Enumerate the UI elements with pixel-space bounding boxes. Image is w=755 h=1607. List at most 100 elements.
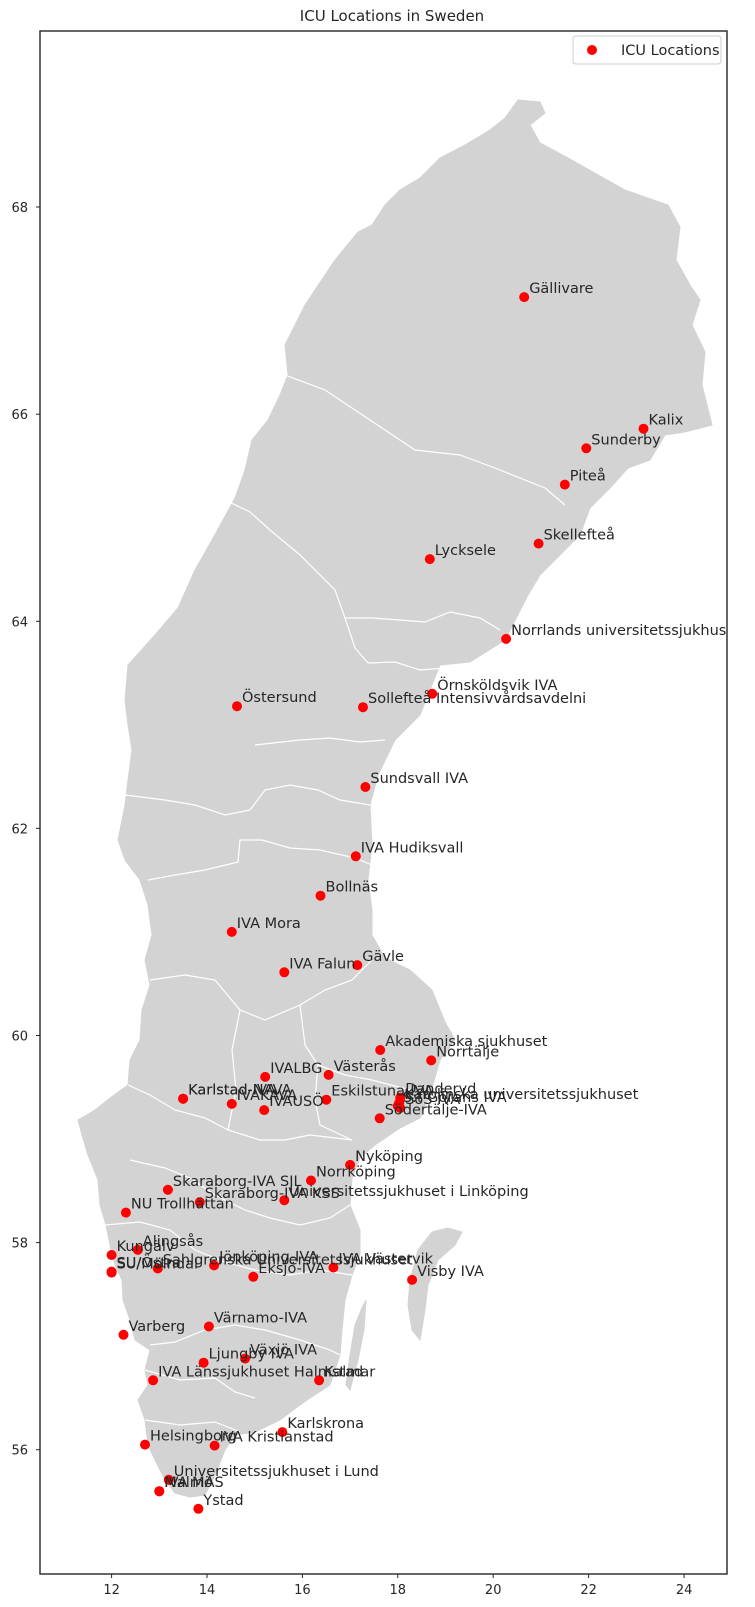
x-tick-label: 18	[390, 1583, 407, 1598]
icu-point	[358, 702, 368, 713]
icu-label: Nyköping	[355, 1149, 423, 1165]
icu-label: Kungälv	[117, 1239, 175, 1255]
axes-frame	[39, 30, 728, 1575]
icu-point	[533, 538, 544, 549]
icu-point	[360, 782, 371, 792]
y-tick-label: 66	[11, 408, 28, 423]
icu-point	[323, 1069, 334, 1080]
icu-point	[374, 1113, 385, 1124]
x-tick-label: 16	[294, 1583, 311, 1598]
legend-label: ICU Locations	[621, 43, 720, 59]
icu-label: IVA MAS	[164, 1475, 223, 1491]
icu-label: Skaraborg-IVA KSS	[205, 1186, 340, 1202]
icu-point	[203, 1321, 214, 1332]
icu-point	[194, 1197, 205, 1208]
icu-label: Norrköping	[316, 1165, 396, 1181]
icu-point	[209, 1260, 220, 1271]
x-tick-label: 20	[485, 1583, 502, 1598]
icu-label: IVA Kristianstad	[220, 1430, 334, 1446]
icu-point	[352, 960, 363, 971]
chart-title: ICU Locations in Sweden	[300, 7, 484, 25]
icu-label: Lycksele	[435, 543, 496, 559]
icu-point	[321, 1094, 332, 1105]
icu-label: IVAKAVA	[237, 1088, 297, 1104]
icu-label: Kalix	[649, 413, 684, 429]
icu-label: IVA Hudiksvall	[361, 840, 464, 856]
icu-point	[392, 1100, 403, 1111]
icu-point	[427, 688, 438, 699]
icu-label: Jönköping-IVA	[218, 1249, 318, 1265]
icu-label: Eksjö-IVA	[258, 1261, 325, 1277]
icu-point	[232, 701, 242, 712]
icu-label: SU/Östra	[117, 1254, 181, 1272]
icu-label: Universitetssjukhuset i Linköping	[289, 1184, 528, 1200]
icu-label: Sunderby	[591, 432, 661, 448]
county-border	[314, 1064, 353, 1141]
icu-point	[106, 1267, 117, 1278]
x-tick-label: 22	[580, 1583, 597, 1598]
oland-island	[345, 1299, 367, 1392]
icu-label: Norrtälje	[436, 1044, 499, 1060]
icu-point	[178, 1093, 189, 1104]
icu-label: Ystad	[202, 1493, 243, 1509]
county-border	[284, 374, 566, 506]
icu-label: IVA Falun	[289, 956, 355, 972]
icu-label: Akademiska sjukhuset	[385, 1034, 547, 1050]
icu-point	[501, 633, 512, 644]
icu-label: Karolinska universitetssjukhuset	[404, 1087, 638, 1103]
icu-point	[140, 1439, 150, 1450]
icu-label: Helsingborg	[150, 1429, 237, 1445]
y-tick-label: 62	[11, 822, 28, 837]
icu-point	[148, 1375, 159, 1386]
icu-label: Gävle	[362, 949, 404, 965]
icu-label: Västerås	[334, 1058, 396, 1075]
icu-point	[118, 1329, 129, 1340]
icu-point	[152, 1263, 163, 1274]
gotland-island	[407, 1227, 463, 1342]
sweden-land-mainland	[77, 99, 713, 1498]
icu-label: Örnsköldsvik IVA	[437, 676, 557, 694]
icu-point	[345, 1159, 356, 1170]
county-border	[344, 617, 446, 671]
icu-label: Skaraborg-IVA SIL	[173, 1174, 302, 1190]
icu-label: Danderyd	[405, 1082, 476, 1098]
icu-point	[162, 1184, 173, 1195]
icu-label: Sollefteå Intensivvårdsavdelni	[368, 690, 586, 707]
county-border	[124, 794, 251, 816]
x-tick-label: 14	[199, 1583, 216, 1598]
icu-label: IVA Mora	[237, 916, 301, 932]
county-border	[104, 1221, 353, 1276]
icu-point	[559, 479, 570, 490]
y-tick-label: 56	[11, 1444, 28, 1459]
icu-label: Eskilstuna-IVA	[331, 1084, 433, 1100]
icu-point	[120, 1207, 131, 1218]
county-border	[249, 784, 371, 811]
icu-label: Piteå	[570, 468, 606, 485]
icu-point	[350, 851, 361, 862]
icu-point	[315, 890, 326, 901]
icu-label: IVA Länssjukhuset Halmstad	[158, 1364, 363, 1380]
icu-point	[424, 554, 435, 565]
icu-label: Kalmar	[324, 1364, 375, 1380]
icu-point	[407, 1274, 418, 1285]
icu-label: Alingsås	[143, 1233, 203, 1250]
icu-points	[106, 292, 649, 1514]
county-border	[254, 737, 386, 746]
icu-point	[638, 423, 649, 434]
icu-label: Varberg	[129, 1319, 186, 1335]
icu-point	[248, 1271, 259, 1282]
icu-point	[260, 1071, 271, 1082]
icu-point	[581, 443, 592, 454]
icu-point	[198, 1357, 209, 1368]
icu-label: NU Trollhättan	[131, 1197, 234, 1213]
y-tick-label: 64	[11, 615, 28, 630]
icu-label: Norrlands universitetssjukhus	[511, 623, 726, 639]
icu-point	[277, 1427, 288, 1438]
icu-label: Växjö IVA	[250, 1343, 317, 1359]
icu-point	[209, 1440, 220, 1451]
icu-label: Sundsvall IVA	[370, 771, 468, 787]
x-tick-label: 12	[103, 1583, 120, 1598]
x-tick-label: 24	[676, 1583, 693, 1598]
icu-label: Bollnäs	[326, 880, 379, 896]
county-border	[147, 839, 373, 881]
